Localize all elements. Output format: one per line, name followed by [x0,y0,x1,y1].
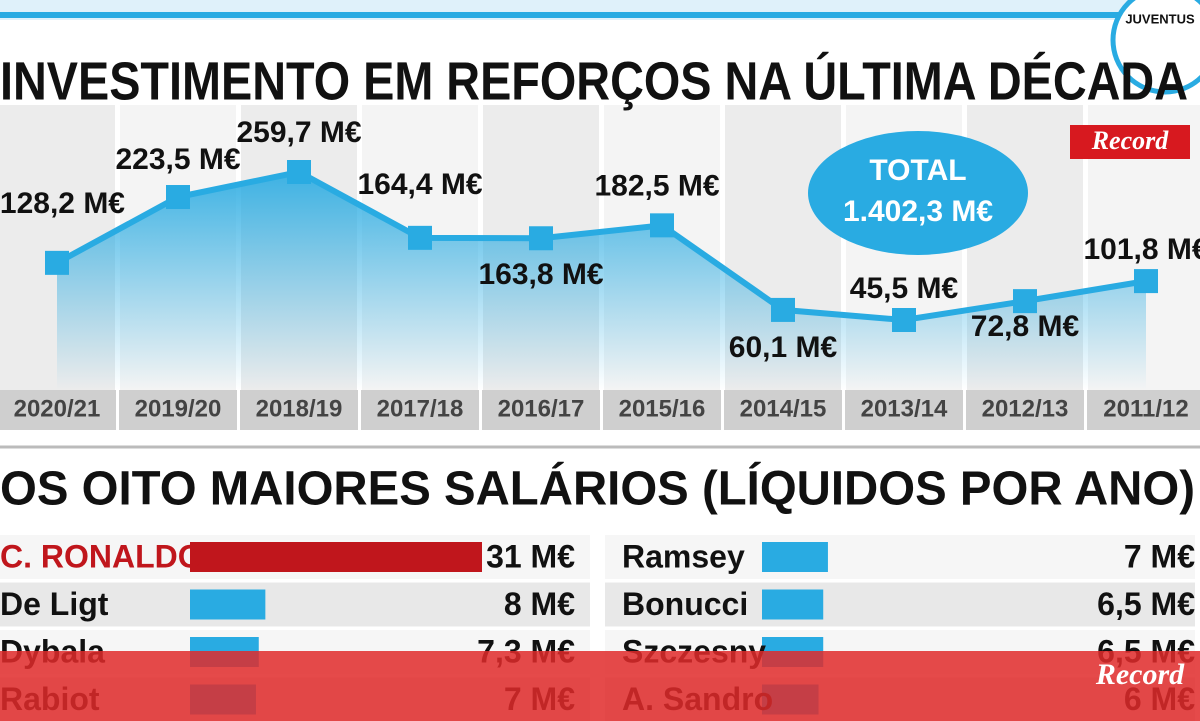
value-label: 72,8 M€ [971,310,1080,343]
value-label: 182,5 M€ [594,169,719,202]
club-logo-text: JUVENTUS [1125,11,1195,26]
category-band [1087,390,1200,430]
total-value: 1.402,3 M€ [843,195,993,228]
category-band [0,390,116,430]
chart-title: INVESTIMENTO EM REFORÇOS NA ÚLTIMA DÉCAD… [0,51,1188,111]
point [892,308,916,332]
category-band [482,390,600,430]
total-label: TOTAL [869,154,966,187]
x-tick-label: 2015/16 [619,395,706,422]
point [166,185,190,210]
value-label: 60,1 M€ [729,331,838,364]
point [771,297,795,322]
row-band [0,582,590,627]
bar [762,589,824,620]
bar [190,589,266,620]
value-label: 8 M€ [504,586,575,622]
x-tick-label: 2017/18 [377,395,464,422]
category-label: Ramsey [622,538,745,574]
bar [762,542,828,572]
line [55,168,1147,324]
value-label: 31 M€ [486,538,575,574]
chart-title: OS OITO MAIORES SALÁRIOS (LÍQUIDOS POR A… [0,462,1195,516]
category-band [119,390,237,430]
value-label: 259,7 M€ [236,116,361,149]
total-badge [808,131,1028,255]
category-band [603,390,721,430]
area [57,172,1146,390]
category-label: C. RONALDO [0,538,203,574]
value-label: 128,2 M€ [0,187,125,220]
point [529,226,553,251]
category-band [361,390,479,430]
x-tick-label: 2020/21 [14,395,101,422]
category-label: De Ligt [0,586,109,622]
x-tick-label: 2018/19 [256,395,343,422]
x-tick-label: 2016/17 [498,395,585,422]
value-label: 6,5 M€ [1097,586,1195,622]
category-band [724,390,842,430]
x-tick-label: 2019/20 [135,395,222,422]
row-band [605,535,1195,579]
value-label: 164,4 M€ [357,168,482,201]
value-label: 101,8 M€ [1083,233,1200,266]
brand-logo [1070,125,1190,159]
point [650,213,674,238]
point [1134,269,1158,294]
row-band [605,582,1195,627]
category-label: Bonucci [622,586,748,622]
point [1013,289,1037,314]
point [287,160,311,184]
category-band [966,390,1084,430]
bar [190,542,482,572]
club-logo [1110,0,1200,95]
brand-overlay-text: Record [1095,658,1185,691]
category-band [240,390,358,430]
overlay-band [0,651,1200,721]
value-label: 223,5 M€ [115,143,240,176]
x-tick-label: 2014/15 [740,395,827,422]
x-tick-label: 2013/14 [861,395,948,422]
value-label: 45,5 M€ [850,272,959,305]
brand-logo-text: Record [1091,126,1170,155]
category-band [845,390,963,430]
x-tick-label: 2012/13 [982,395,1069,422]
top-rule [0,12,1130,18]
x-tick-label: 2011/12 [1103,395,1188,422]
value-label: 7 M€ [1124,538,1195,574]
value-label: 163,8 M€ [478,258,603,291]
point [408,225,432,250]
point [45,250,69,275]
